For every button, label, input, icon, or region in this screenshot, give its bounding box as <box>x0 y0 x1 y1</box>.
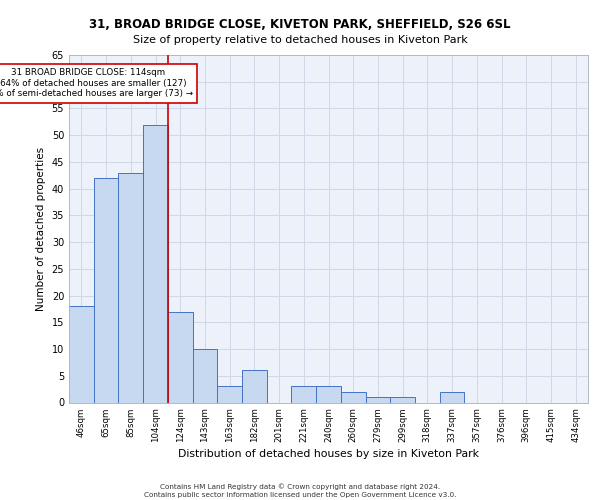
Bar <box>118 172 143 402</box>
Bar <box>94 178 118 402</box>
Bar <box>390 397 415 402</box>
Bar <box>168 312 193 402</box>
Text: Contains HM Land Registry data © Crown copyright and database right 2024.
Contai: Contains HM Land Registry data © Crown c… <box>144 484 456 498</box>
Bar <box>143 124 168 402</box>
Bar <box>365 397 390 402</box>
Bar <box>316 386 341 402</box>
Bar <box>292 386 316 402</box>
Bar <box>341 392 365 402</box>
Bar <box>69 306 94 402</box>
Y-axis label: Number of detached properties: Number of detached properties <box>36 146 46 311</box>
Bar <box>217 386 242 402</box>
Text: Size of property relative to detached houses in Kiveton Park: Size of property relative to detached ho… <box>133 35 467 45</box>
X-axis label: Distribution of detached houses by size in Kiveton Park: Distribution of detached houses by size … <box>178 449 479 459</box>
Bar <box>193 349 217 403</box>
Bar <box>242 370 267 402</box>
Text: 31 BROAD BRIDGE CLOSE: 114sqm
← 64% of detached houses are smaller (127)
37% of : 31 BROAD BRIDGE CLOSE: 114sqm ← 64% of d… <box>0 68 193 98</box>
Bar <box>440 392 464 402</box>
Text: 31, BROAD BRIDGE CLOSE, KIVETON PARK, SHEFFIELD, S26 6SL: 31, BROAD BRIDGE CLOSE, KIVETON PARK, SH… <box>89 18 511 30</box>
